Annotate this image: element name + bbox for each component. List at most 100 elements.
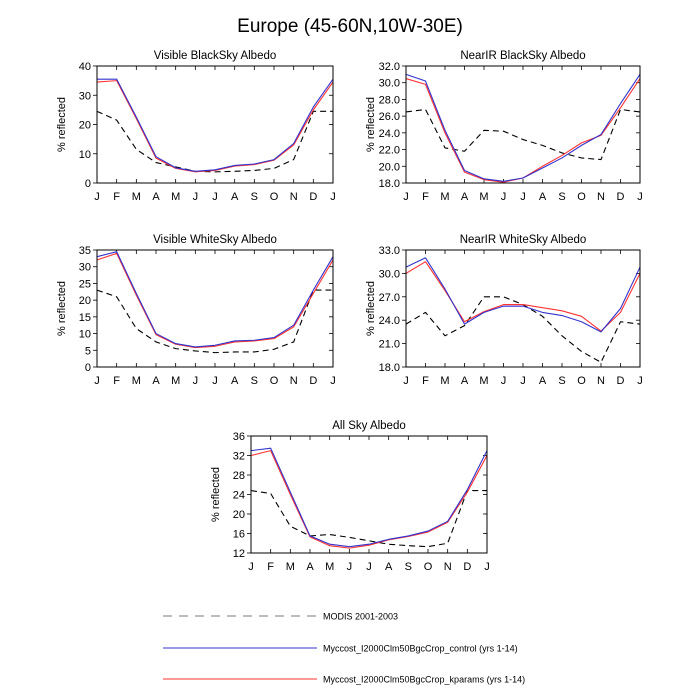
x-tick-label: J — [403, 191, 409, 203]
x-tick-label: M — [479, 375, 488, 387]
legend-entry: Myccost_I2000Clm50BgcCrop_control (yrs 1… — [163, 644, 518, 654]
y-tick-label: 24.0 — [379, 128, 400, 140]
x-tick-label: M — [479, 191, 488, 203]
y-axis-title: % reflected — [365, 281, 377, 336]
plot-frame — [405, 65, 641, 184]
x-tick-label: M — [132, 191, 141, 203]
series-line — [97, 78, 334, 172]
x-tick-label: S — [405, 561, 412, 573]
y-axis-title: % reflected — [56, 97, 68, 152]
x-tick-label: S — [558, 191, 565, 203]
x-tick-label: N — [290, 191, 298, 203]
y-tick-label: 21.0 — [379, 339, 400, 351]
x-tick-label: A — [461, 375, 469, 387]
legend-entry: Myccost_I2000Clm50BgcCrop_kparams (yrs 1… — [163, 675, 525, 685]
x-tick-label: A — [231, 375, 239, 387]
y-axis-title: % reflected — [56, 281, 68, 336]
x-tick-label: J — [94, 191, 100, 203]
plot-frame — [250, 435, 488, 554]
y-tick-label: 24.0 — [379, 315, 400, 327]
series-line — [250, 490, 487, 548]
y-tick-label: 20 — [79, 120, 91, 132]
plot-frame — [96, 65, 334, 184]
x-tick-label: N — [597, 191, 605, 203]
series-line — [96, 110, 333, 173]
y-tick-label: 20 — [79, 295, 91, 307]
panel-title: All Sky Albedo — [332, 420, 406, 432]
y-tick-label: 30 — [79, 90, 91, 102]
x-tick-label: J — [520, 191, 526, 203]
y-axis-title: % reflected — [365, 97, 377, 152]
legend-label: MODIS 2001-2003 — [323, 612, 398, 622]
series-line — [96, 80, 334, 173]
y-tick-label: 5 — [85, 345, 91, 357]
series-line — [96, 252, 334, 349]
y-tick-label: 40 — [79, 61, 91, 73]
x-tick-label: M — [171, 191, 180, 203]
y-tick-label: 27.0 — [379, 292, 400, 304]
x-tick-label: J — [403, 375, 409, 387]
y-tick-label: 32 — [233, 451, 245, 463]
y-tick-label: 33.0 — [379, 245, 400, 257]
y-tick-label: 10 — [79, 329, 91, 341]
x-tick-label: J — [94, 375, 100, 387]
x-tick-label: D — [463, 561, 471, 573]
y-tick-label: 25 — [79, 278, 91, 290]
x-tick-label: J — [212, 191, 218, 203]
x-tick-label: J — [637, 375, 643, 387]
x-tick-label: S — [558, 375, 565, 387]
panel-title: Visible WhiteSky Albedo — [153, 234, 277, 246]
series-line — [250, 450, 488, 549]
series-line — [405, 257, 641, 333]
series-line — [96, 289, 333, 354]
x-tick-label: O — [577, 191, 586, 203]
x-tick-label: J — [520, 375, 526, 387]
x-tick-label: J — [248, 561, 254, 573]
x-tick-label: A — [306, 561, 314, 573]
y-tick-label: 15 — [79, 312, 91, 324]
y-tick-label: 30 — [79, 262, 91, 274]
y-axis-title: % reflected — [210, 467, 222, 522]
x-tick-label: M — [325, 561, 334, 573]
y-tick-label: 35 — [79, 245, 91, 257]
x-tick-label: M — [440, 191, 449, 203]
panel-title: Visible BlackSky Albedo — [154, 50, 277, 62]
series-line — [405, 73, 641, 182]
x-tick-label: F — [422, 191, 429, 203]
panel-title: NearIR WhiteSky Albedo — [460, 234, 587, 246]
x-tick-label: N — [597, 375, 605, 387]
x-tick-label: J — [501, 375, 507, 387]
y-tick-label: 30.0 — [379, 268, 400, 280]
x-tick-label: J — [212, 375, 218, 387]
x-tick-label: F — [422, 375, 429, 387]
x-tick-label: D — [309, 191, 317, 203]
y-tick-label: 18.0 — [379, 362, 400, 374]
series-line — [405, 108, 641, 161]
legend: MODIS 2001-2003 Myccost_I2000Clm50BgcCrop… — [163, 612, 525, 685]
series-line — [405, 78, 641, 183]
y-tick-label: 20 — [233, 509, 245, 521]
x-tick-label: A — [385, 561, 393, 573]
plot-frame — [96, 249, 334, 368]
x-tick-label: J — [330, 375, 336, 387]
x-tick-label: A — [461, 191, 469, 203]
y-tick-label: 20.0 — [379, 161, 400, 173]
y-tick-label: 28 — [233, 470, 245, 482]
y-tick-label: 28.0 — [379, 94, 400, 106]
x-tick-label: O — [270, 191, 279, 203]
y-tick-label: 10 — [79, 149, 91, 161]
series-line — [250, 447, 488, 548]
x-tick-label: A — [152, 191, 160, 203]
x-tick-label: D — [309, 375, 317, 387]
x-tick-label: J — [193, 375, 199, 387]
y-tick-label: 0 — [85, 178, 91, 190]
y-tick-label: 18.0 — [379, 178, 400, 190]
y-tick-label: 30.0 — [379, 78, 400, 90]
x-tick-label: D — [617, 375, 625, 387]
x-tick-label: A — [539, 191, 547, 203]
